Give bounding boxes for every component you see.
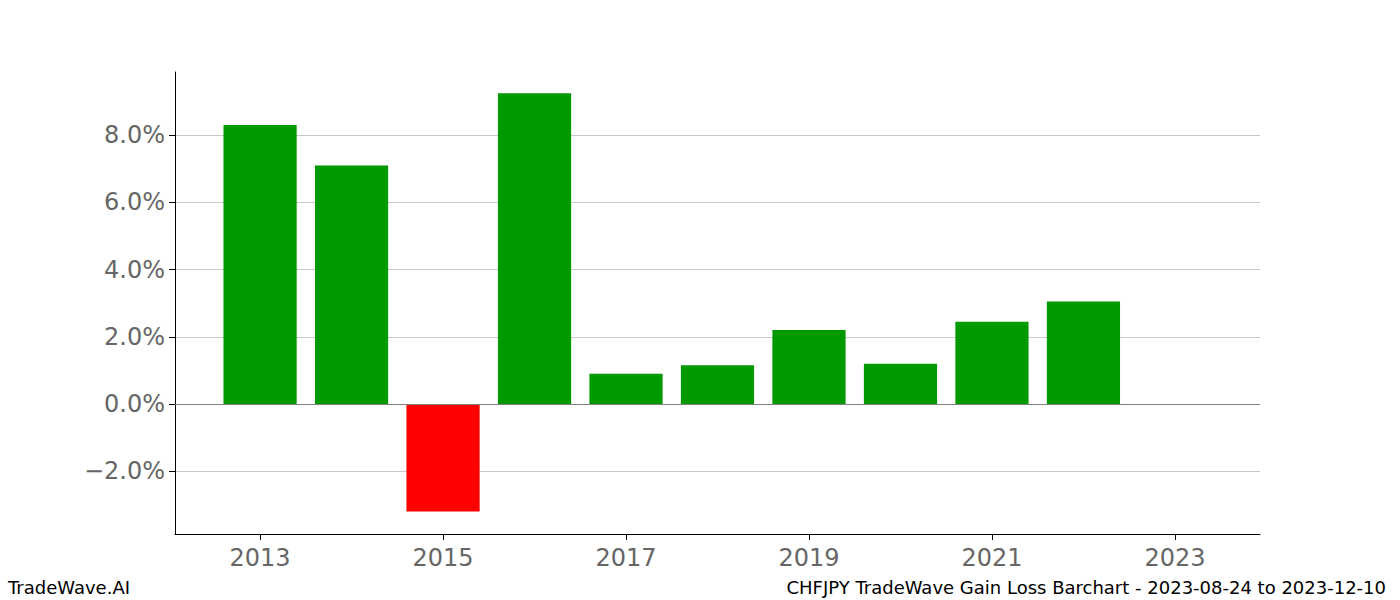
svg-text:2019: 2019 — [778, 544, 839, 572]
svg-text:2013: 2013 — [230, 544, 291, 572]
svg-text:2021: 2021 — [961, 544, 1022, 572]
svg-text:0.0%: 0.0% — [104, 390, 165, 418]
svg-text:4.0%: 4.0% — [104, 256, 165, 284]
svg-text:8.0%: 8.0% — [104, 121, 165, 149]
svg-text:CHFJPY TradeWave Gain Loss Bar: CHFJPY TradeWave Gain Loss Barchart - 20… — [786, 577, 1386, 598]
svg-text:2015: 2015 — [413, 544, 474, 572]
svg-text:2023: 2023 — [1144, 544, 1205, 572]
svg-text:−2.0%: −2.0% — [84, 457, 165, 485]
svg-text:6.0%: 6.0% — [104, 188, 165, 216]
svg-text:2017: 2017 — [595, 544, 656, 572]
svg-text:TradeWave.AI: TradeWave.AI — [7, 577, 130, 598]
svg-text:2.0%: 2.0% — [104, 323, 165, 351]
